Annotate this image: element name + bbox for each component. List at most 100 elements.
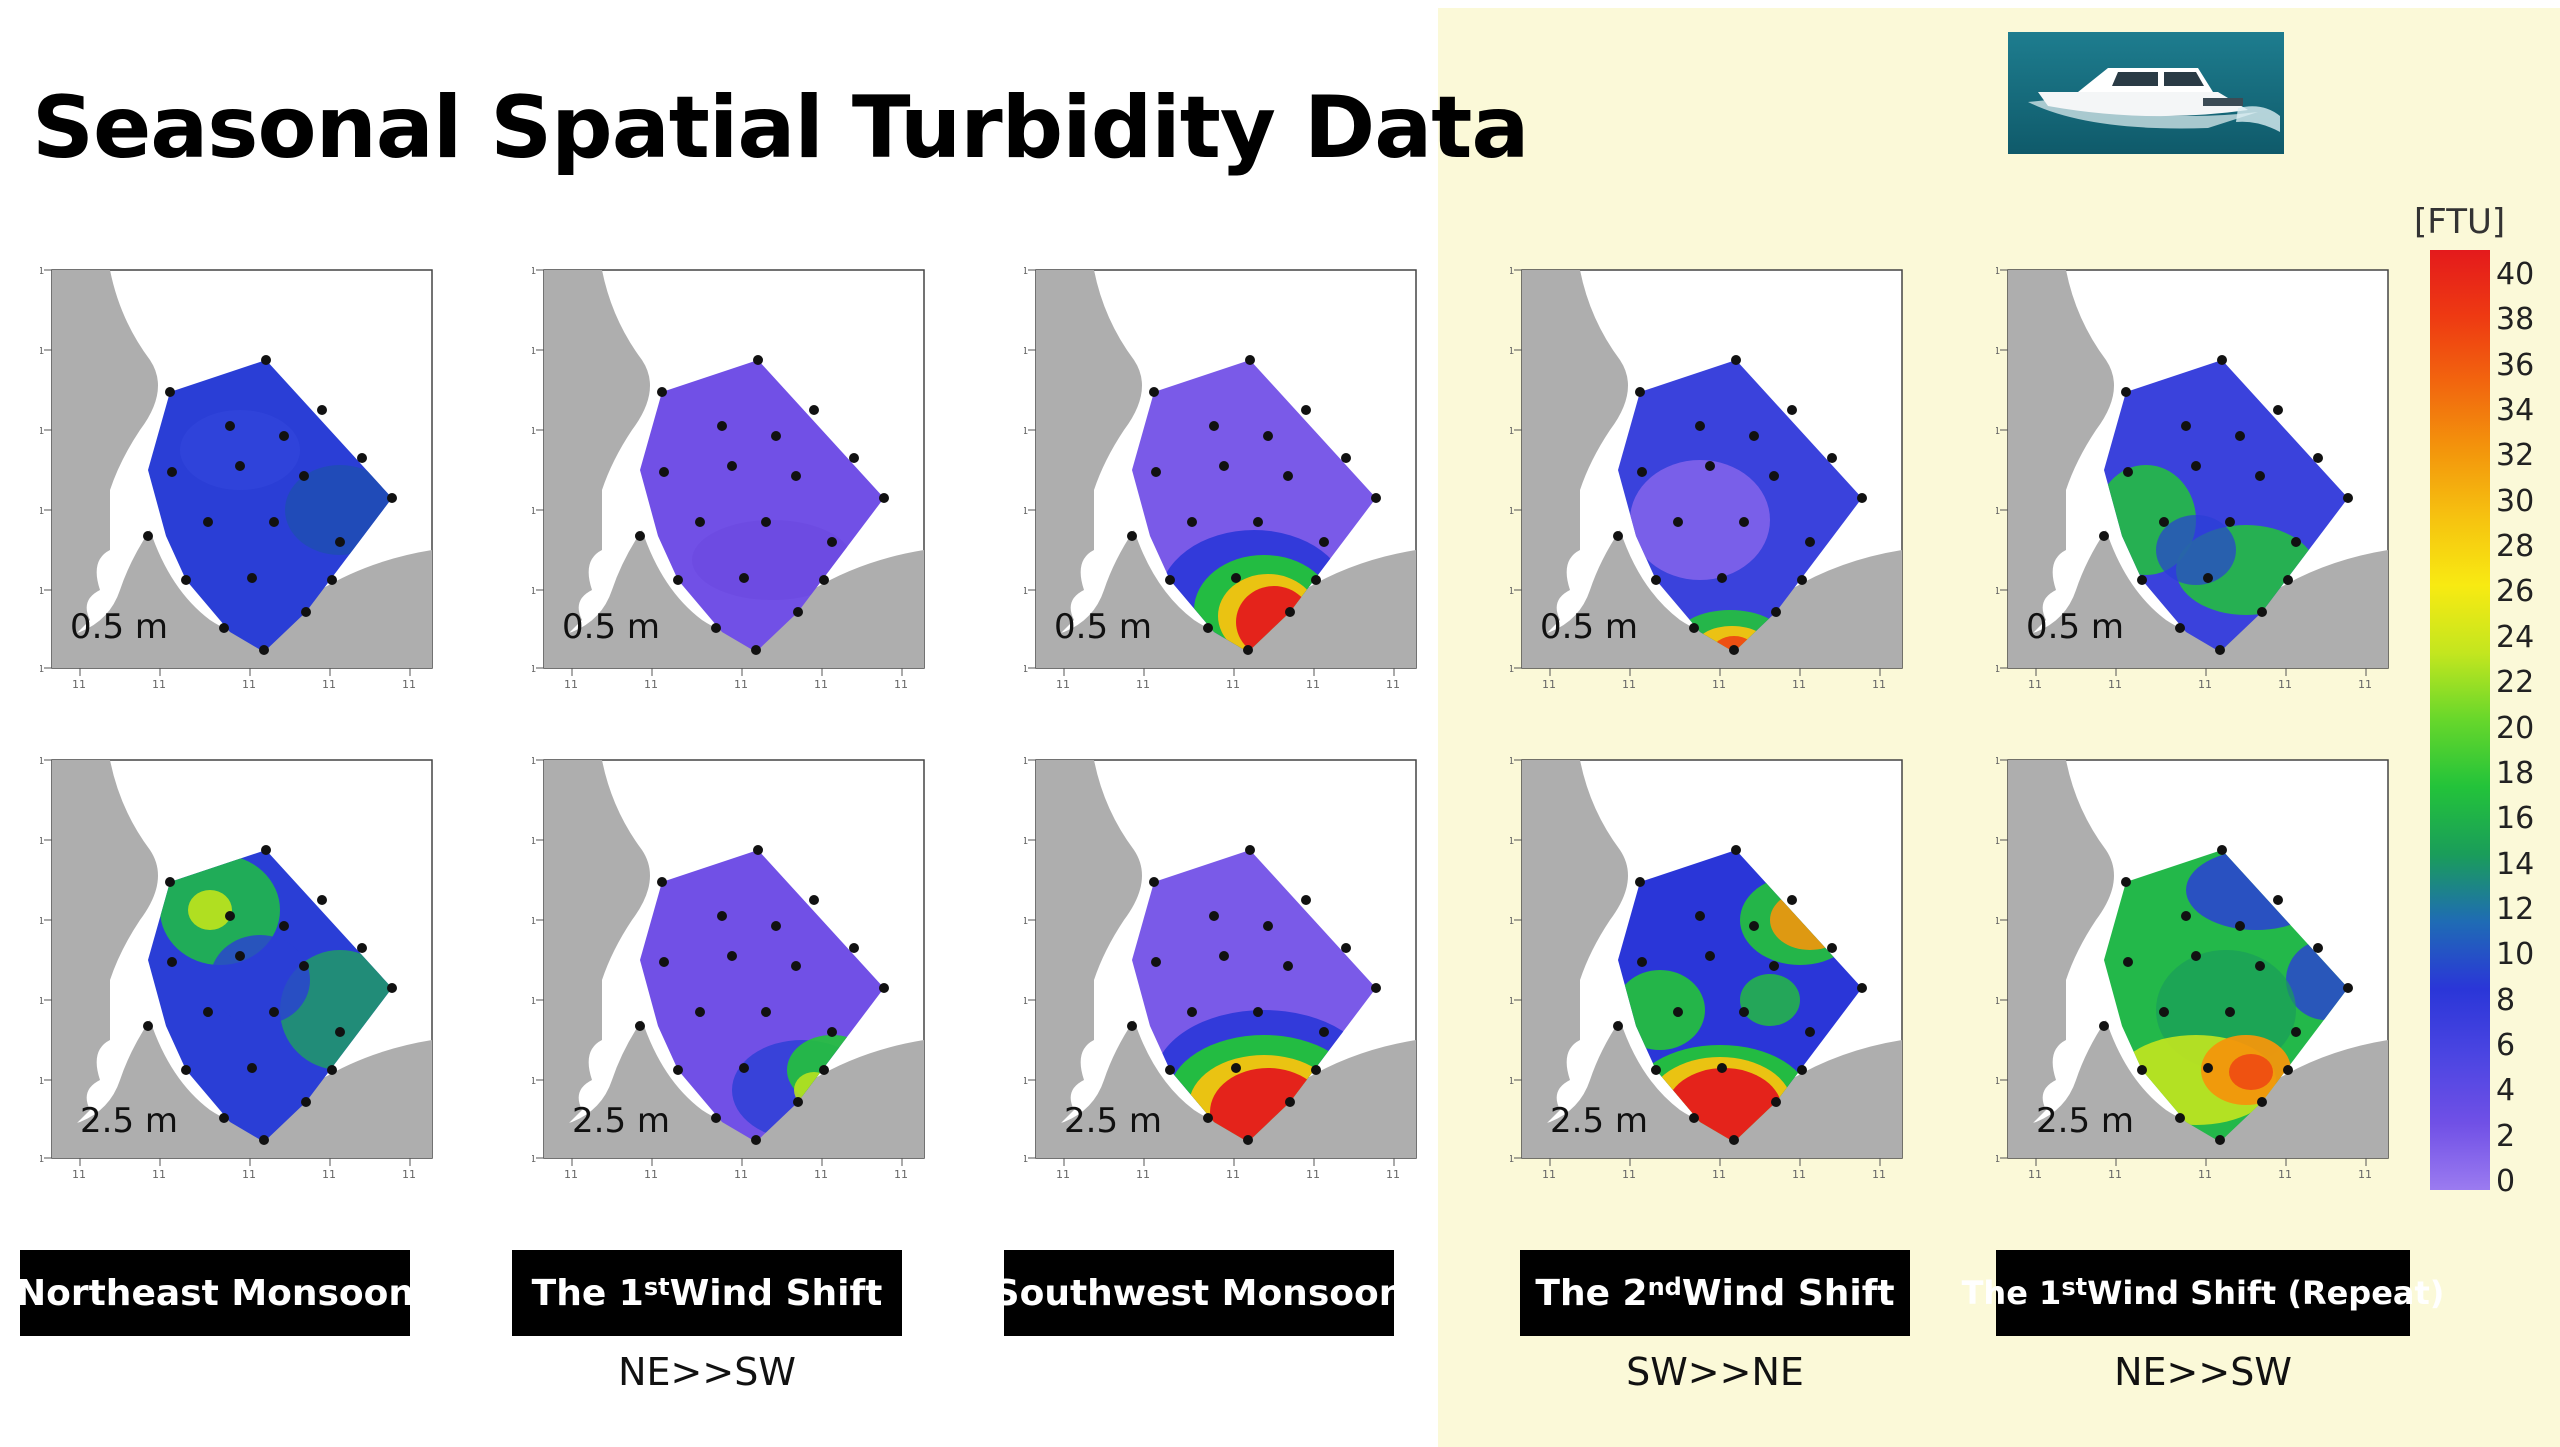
svg-text:1: 1 <box>1996 1076 2000 1087</box>
svg-text:1: 1 <box>1510 836 1514 847</box>
svg-text:1: 1 <box>40 756 44 767</box>
caption-text: Wind Shift <box>669 1272 883 1314</box>
station-dot <box>1203 623 1213 633</box>
svg-text:11: 11 <box>2278 1168 2292 1180</box>
station-dot <box>791 471 801 481</box>
svg-text:11: 11 <box>402 1168 416 1180</box>
station-dot <box>357 943 367 953</box>
svg-text:1: 1 <box>40 836 44 847</box>
station-dot <box>1787 405 1797 415</box>
station-dot <box>2159 1007 2169 1017</box>
station-dot <box>327 1065 337 1075</box>
station-dot <box>1209 421 1219 431</box>
svg-text:11: 11 <box>1386 678 1400 690</box>
station-dot <box>1203 1113 1213 1123</box>
station-dot <box>739 1063 749 1073</box>
station-dot <box>261 845 271 855</box>
caption-text: The 1 <box>531 1272 644 1314</box>
svg-text:1: 1 <box>532 1076 536 1087</box>
svg-text:11: 11 <box>2198 1168 2212 1180</box>
colorbar-tick-label: 40 <box>2496 257 2535 292</box>
svg-text:11: 11 <box>1136 678 1150 690</box>
station-dot <box>1729 1135 1739 1145</box>
svg-text:11: 11 <box>1792 1168 1806 1180</box>
station-dot <box>2217 355 2227 365</box>
station-dot <box>827 537 837 547</box>
station-dot <box>1797 575 1807 585</box>
svg-text:11: 11 <box>322 678 336 690</box>
depth-label: 2.5 m <box>572 1101 670 1141</box>
land-west <box>2008 760 2114 1130</box>
land-coast <box>2008 530 2388 668</box>
station-dot <box>793 607 803 617</box>
svg-text:1: 1 <box>1510 346 1514 357</box>
season-caption: Southwest Monsoon <box>994 1250 1404 1336</box>
depth-label: 2.5 m <box>2036 1101 2134 1141</box>
svg-text:11: 11 <box>402 678 416 690</box>
svg-text:1: 1 <box>1024 266 1028 277</box>
station-dot <box>1805 1027 1815 1037</box>
depth-label: 2.5 m <box>1550 1101 1648 1141</box>
turbidity-map: 11 11 11 11 11 1 1 1 1 1 1 2.5 m <box>532 750 932 1180</box>
colorbar-tick-label: 12 <box>2496 891 2535 927</box>
svg-text:11: 11 <box>1712 1168 1726 1180</box>
svg-text:11: 11 <box>1622 1168 1636 1180</box>
svg-text:1: 1 <box>40 506 44 517</box>
svg-text:1: 1 <box>1024 996 1028 1007</box>
station-dot <box>1771 1097 1781 1107</box>
station-dot <box>2175 623 2185 633</box>
station-dot <box>2175 1113 2185 1123</box>
station-dot <box>165 877 175 887</box>
station-dot <box>1717 573 1727 583</box>
caption-text: Southwest Monsoon <box>993 1272 1405 1314</box>
svg-text:11: 11 <box>1386 1168 1400 1180</box>
station-dot <box>695 517 705 527</box>
svg-text:1: 1 <box>40 664 44 675</box>
station-dot <box>711 1113 721 1123</box>
station-dot <box>1651 575 1661 585</box>
station-dot <box>1165 1065 1175 1075</box>
caption-text: Wind Shift (Repeat) <box>2087 1274 2445 1312</box>
station-dot <box>269 517 279 527</box>
land-coast <box>1036 530 1416 668</box>
colorbar-tick-label: 32 <box>2496 438 2535 474</box>
station-dot <box>2257 607 2267 617</box>
svg-text:11: 11 <box>1306 678 1320 690</box>
station-dot <box>673 1065 683 1075</box>
station-dot <box>1371 493 1381 503</box>
station-dot <box>1127 531 1137 541</box>
station-dot <box>2123 957 2133 967</box>
station-dot <box>1285 1097 1295 1107</box>
station-dot <box>167 467 177 477</box>
svg-text:11: 11 <box>564 1168 578 1180</box>
station-dot <box>1187 1007 1197 1017</box>
caption-superscript: nd <box>1647 1273 1682 1301</box>
svg-text:11: 11 <box>1622 678 1636 690</box>
svg-text:11: 11 <box>644 1168 658 1180</box>
caption-text: The 2 <box>1535 1272 1648 1314</box>
station-dot <box>1231 1063 1241 1073</box>
station-dot <box>1319 537 1329 547</box>
land-west <box>52 760 158 1130</box>
station-dot <box>2203 573 2213 583</box>
station-dot <box>2099 1021 2109 1031</box>
svg-text:1: 1 <box>1024 664 1028 675</box>
svg-text:1: 1 <box>532 1154 536 1165</box>
station-dot <box>1165 575 1175 585</box>
colorbar-tick-label: 28 <box>2496 529 2535 565</box>
svg-text:1: 1 <box>1510 266 1514 277</box>
station-dot <box>2137 575 2147 585</box>
station-dot <box>203 1007 213 1017</box>
station-dot <box>259 1135 269 1145</box>
station-dot <box>167 957 177 967</box>
svg-text:1: 1 <box>40 1076 44 1087</box>
land-coast <box>1036 1020 1416 1158</box>
colorbar-tick-label: 6 <box>2496 1027 2516 1063</box>
colorbar-tick-label: 0 <box>2496 1164 2516 1199</box>
svg-text:1: 1 <box>40 426 44 437</box>
depth-label: 0.5 m <box>70 607 168 647</box>
svg-text:1: 1 <box>40 586 44 597</box>
land-west <box>1036 270 1142 640</box>
